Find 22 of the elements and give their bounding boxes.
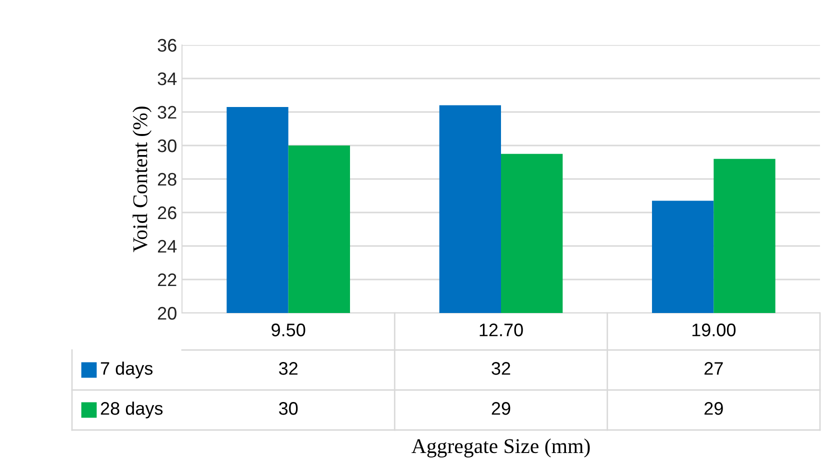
y-tick-label: 30 bbox=[158, 139, 176, 152]
x-tick-label: 12.70 bbox=[480, 324, 523, 336]
y-tick-label: 22 bbox=[158, 273, 176, 286]
y-axis-title: Void Content (%) bbox=[132, 106, 152, 252]
data-label: 30 bbox=[278, 402, 298, 415]
data-label: 27 bbox=[704, 362, 723, 375]
x-tick-label: 19.00 bbox=[692, 324, 736, 336]
data-label: 32 bbox=[492, 362, 510, 375]
y-tick-label: 24 bbox=[158, 240, 177, 253]
y-tick-label: 36 bbox=[158, 38, 176, 52]
y-tick-label: 26 bbox=[158, 206, 176, 220]
y-tick-label: 28 bbox=[158, 172, 176, 186]
data-label: 32 bbox=[278, 362, 298, 375]
y-tick-label: 32 bbox=[158, 106, 176, 119]
data-label: 29 bbox=[704, 402, 723, 415]
y-tick-label: 20 bbox=[158, 306, 176, 320]
x-axis-title: Aggregate Size (mm) bbox=[412, 438, 590, 458]
legend-label: 28 days bbox=[100, 402, 163, 418]
x-tick-label: 9.50 bbox=[272, 324, 306, 336]
data-label: 29 bbox=[492, 402, 510, 415]
legend-label: 7 days bbox=[100, 362, 153, 378]
y-tick-label: 34 bbox=[158, 72, 177, 86]
